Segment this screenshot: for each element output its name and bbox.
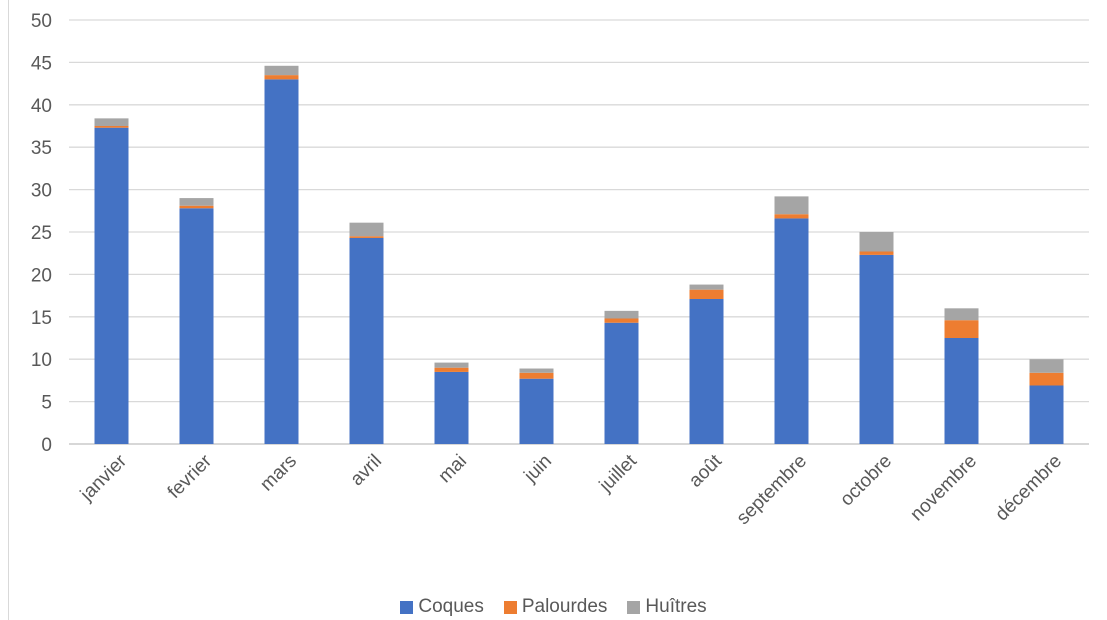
x-tick-label: janvier — [76, 450, 132, 506]
bar-hutres-2 — [264, 65, 299, 76]
legend-swatch-palourdes — [503, 600, 517, 614]
bar-coques-1 — [179, 208, 214, 444]
bar-coques-0 — [94, 127, 129, 445]
bar-palourdes-4 — [434, 367, 469, 372]
bar-coques-10 — [944, 338, 979, 444]
x-tick-label: mars — [256, 451, 301, 496]
bar-palourdes-8 — [774, 214, 809, 219]
legend-item-palourdes: Palourdes — [503, 596, 608, 618]
bar-coques-8 — [774, 218, 809, 444]
gridlines — [69, 19, 1089, 445]
y-tick-label: 0 — [41, 435, 52, 456]
bar-coques-11 — [1029, 385, 1064, 444]
legend-label-palourdes: Palourdes — [521, 596, 608, 617]
y-tick-label: 15 — [31, 308, 52, 329]
x-tick-label: fevrier — [164, 450, 217, 503]
legend-item-coques: Coques — [400, 596, 484, 618]
legend-swatch-huitres — [627, 600, 641, 614]
x-tick-label: mai — [435, 451, 472, 488]
bar-palourdes-11 — [1029, 372, 1064, 386]
legend: Coques Palourdes Huîtres — [0, 596, 1107, 618]
bar-coques-5 — [519, 378, 554, 444]
bar-palourdes-1 — [179, 205, 214, 209]
bar-palourdes-2 — [264, 75, 299, 80]
bar-hutres-10 — [944, 308, 979, 321]
bar-hutres-8 — [774, 196, 809, 215]
y-tick-label: 35 — [31, 138, 52, 159]
x-tick-label: décembre — [991, 451, 1066, 526]
bar-hutres-5 — [519, 368, 554, 373]
bar-palourdes-3 — [349, 236, 384, 238]
bar-coques-6 — [604, 322, 639, 444]
y-tick-label: 30 — [31, 181, 52, 202]
bar-palourdes-6 — [604, 318, 639, 323]
bar-palourdes-0 — [94, 126, 129, 128]
x-axis-ticks: janvier fevrier mars avril mai juin juillet aoû… — [76, 450, 1066, 529]
legend-label-coques: Coques — [418, 596, 484, 617]
bar-hutres-7 — [689, 284, 724, 290]
x-tick-label: septembre — [733, 451, 811, 529]
bars — [94, 65, 1064, 445]
bar-coques-9 — [859, 254, 894, 444]
bar-hutres-6 — [604, 310, 639, 319]
bar-palourdes-10 — [944, 320, 979, 338]
y-tick-label: 50 — [31, 11, 52, 32]
legend-swatch-coques — [400, 600, 414, 614]
y-tick-label: 25 — [31, 223, 52, 244]
bar-palourdes-5 — [519, 372, 554, 379]
stacked-bar-chart: 0 5 10 15 20 25 30 35 40 45 50 janvier fevrier mars a… — [31, 11, 1089, 529]
bar-hutres-4 — [434, 362, 469, 368]
y-tick-label: 10 — [31, 350, 52, 371]
x-tick-label: octobre — [836, 451, 896, 511]
x-tick-label: août — [685, 450, 727, 492]
bar-hutres-3 — [349, 222, 384, 237]
bar-palourdes-7 — [689, 289, 724, 299]
bar-coques-3 — [349, 237, 384, 444]
bar-coques-7 — [689, 298, 724, 444]
legend-item-huitres: Huîtres — [627, 596, 707, 618]
bar-hutres-1 — [179, 198, 214, 206]
y-tick-label: 20 — [31, 265, 52, 286]
y-tick-label: 45 — [31, 53, 52, 74]
y-tick-label: 40 — [31, 96, 52, 117]
bar-palourdes-9 — [859, 251, 894, 255]
x-tick-label: avril — [347, 451, 386, 490]
bar-coques-4 — [434, 371, 469, 444]
x-tick-label: juillet — [595, 450, 642, 497]
bar-hutres-11 — [1029, 359, 1064, 373]
x-tick-label: novembre — [906, 451, 981, 526]
y-axis-ticks: 0 5 10 15 20 25 30 35 40 45 50 — [31, 11, 52, 456]
legend-label-huitres: Huîtres — [645, 596, 707, 617]
y-tick-label: 5 — [41, 393, 52, 414]
bar-hutres-0 — [94, 118, 129, 126]
x-tick-label: juin — [520, 451, 556, 487]
chart-border — [8, 0, 9, 620]
bar-coques-2 — [264, 79, 299, 445]
bar-hutres-9 — [859, 232, 894, 252]
